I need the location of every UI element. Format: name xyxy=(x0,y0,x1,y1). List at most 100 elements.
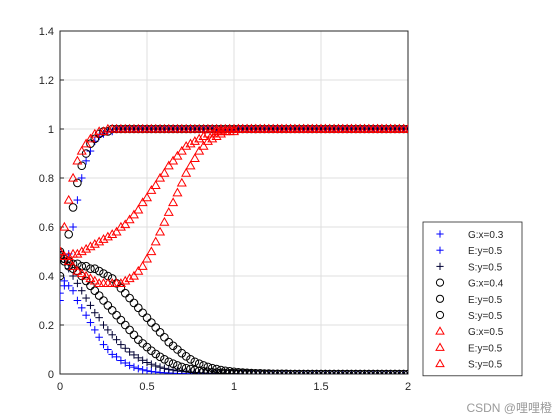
data-point xyxy=(177,362,187,372)
data-point xyxy=(286,369,295,374)
data-point xyxy=(173,361,182,370)
data-point xyxy=(159,216,170,226)
data-point xyxy=(150,236,161,246)
data-point xyxy=(141,253,153,263)
data-point xyxy=(64,261,73,271)
data-point xyxy=(115,278,126,287)
data-point xyxy=(186,355,195,364)
data-point xyxy=(221,368,230,374)
data-point xyxy=(342,369,352,374)
data-point xyxy=(160,355,169,364)
data-point xyxy=(334,370,343,374)
y-tick-label: 1.2 xyxy=(39,75,54,87)
data-point xyxy=(382,370,391,374)
data-point xyxy=(356,370,364,374)
data-point xyxy=(103,301,113,310)
data-point xyxy=(347,370,356,374)
data-point xyxy=(268,369,278,374)
data-point xyxy=(72,265,83,275)
data-point xyxy=(207,367,217,374)
legend-label: S:y=0.5 xyxy=(468,262,503,273)
data-point xyxy=(189,136,200,145)
data-point xyxy=(176,177,187,187)
data-point xyxy=(98,126,109,136)
data-point xyxy=(129,298,139,308)
data-point xyxy=(164,365,173,374)
data-point xyxy=(69,272,77,280)
data-point xyxy=(386,369,395,374)
data-point xyxy=(120,320,130,330)
data-point xyxy=(251,368,261,374)
data-point xyxy=(82,294,90,302)
x-tick-label: 0.5 xyxy=(139,381,154,393)
data-point xyxy=(147,318,156,327)
data-point xyxy=(198,131,209,140)
data-point xyxy=(168,155,179,165)
data-point xyxy=(194,133,205,143)
data-point xyxy=(228,126,240,136)
data-point xyxy=(181,167,192,177)
data-point xyxy=(90,264,100,273)
data-point xyxy=(211,131,222,140)
data-point xyxy=(81,138,92,148)
data-point xyxy=(395,369,404,374)
data-point xyxy=(73,178,82,188)
data-point xyxy=(299,370,308,374)
data-point xyxy=(111,226,122,236)
data-point xyxy=(402,123,408,133)
data-point xyxy=(155,172,166,182)
data-point xyxy=(186,364,195,374)
data-point xyxy=(138,366,147,374)
data-point xyxy=(81,261,91,271)
data-point xyxy=(395,370,404,374)
plot-area: 0 0.5 1 1.5 2 0 0.2 0.4 0.6 0.8 1 1.2 1.4 xyxy=(39,26,411,393)
data-point xyxy=(73,296,82,305)
data-point xyxy=(391,370,399,374)
data-point xyxy=(63,256,74,265)
data-point xyxy=(81,270,92,280)
data-point xyxy=(76,145,87,155)
data-point xyxy=(164,357,174,367)
data-point xyxy=(317,370,325,374)
data-point xyxy=(299,369,308,374)
data-point xyxy=(72,248,83,258)
data-point xyxy=(325,369,334,374)
data-point xyxy=(116,315,126,325)
data-point xyxy=(115,221,126,231)
data-point xyxy=(321,370,330,374)
y-tick-label: 0.8 xyxy=(39,173,54,185)
data-point xyxy=(120,219,131,229)
data-point xyxy=(69,286,77,295)
data-point xyxy=(112,353,121,361)
data-point xyxy=(377,369,387,374)
data-point xyxy=(159,167,170,177)
data-point xyxy=(229,367,239,374)
data-point xyxy=(264,369,274,374)
data-point xyxy=(329,369,339,374)
data-point xyxy=(117,340,125,349)
data-point xyxy=(369,370,377,374)
x-tick-label: 1 xyxy=(231,381,237,393)
data-point xyxy=(102,231,113,241)
data-point xyxy=(125,293,134,303)
data-point xyxy=(125,348,134,356)
data-point xyxy=(273,370,282,374)
data-point xyxy=(86,318,95,327)
data-point xyxy=(99,321,108,329)
data-point xyxy=(125,361,134,370)
data-point xyxy=(190,365,200,374)
data-point xyxy=(82,311,90,319)
data-point xyxy=(194,359,204,369)
data-point xyxy=(181,140,192,150)
data-point xyxy=(286,370,295,374)
data-point xyxy=(85,133,96,143)
data-point xyxy=(129,330,139,340)
data-point xyxy=(107,274,117,283)
data-point xyxy=(281,369,291,374)
watermark-text: CSDN @哩哩橙 xyxy=(466,401,552,415)
data-point xyxy=(64,282,73,290)
data-point xyxy=(168,197,179,207)
data-point xyxy=(185,138,196,148)
data-point xyxy=(121,344,130,353)
data-point xyxy=(81,149,91,158)
